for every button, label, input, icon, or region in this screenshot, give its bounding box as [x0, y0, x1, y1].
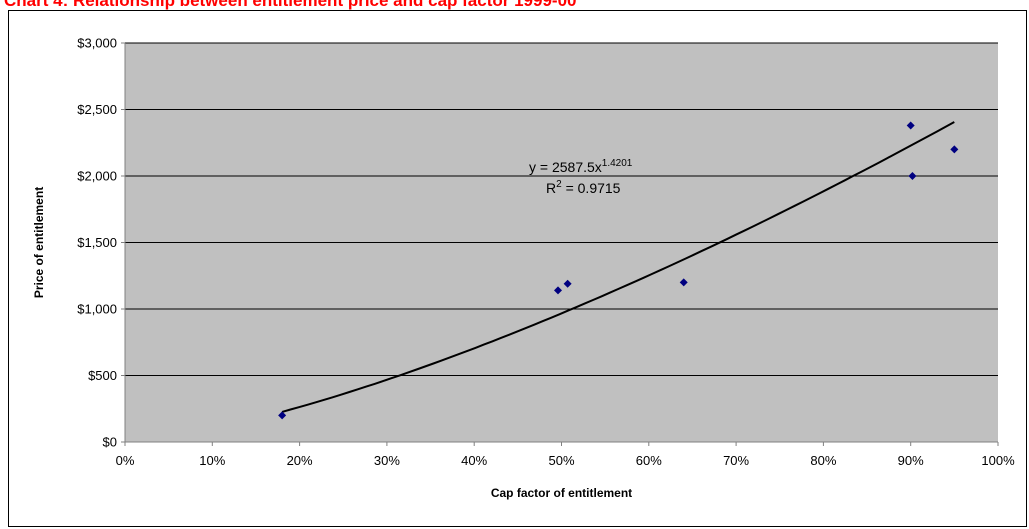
x-tick-label-4: 40%	[461, 453, 487, 468]
x-tick-label-5: 50%	[548, 453, 574, 468]
y-tick-label-0: $0	[103, 435, 117, 450]
data-point-3	[679, 278, 688, 287]
data-point-2	[563, 279, 572, 288]
data-point-4	[906, 121, 915, 130]
data-point-0	[278, 411, 287, 420]
chart-title: Chart 4: Relationship between entitlemen…	[4, 0, 577, 10]
x-tick-labels: 0% 10% 20% 30% 40% 50% 60% 70% 80% 90% 100%	[116, 453, 1015, 468]
data-point-6	[950, 145, 959, 154]
axes	[121, 42, 999, 446]
y-tick-label-1: $500	[88, 368, 117, 383]
x-tick-label-8: 80%	[810, 453, 836, 468]
trendline	[281, 121, 955, 413]
x-tick-label-2: 20%	[287, 453, 313, 468]
trendline-equation: y = 2587.5x1.4201	[529, 158, 633, 175]
scatter-chart: $0 $500 $1,000 $1,500 $2,000 $2,500 $3,000 0% 1…	[32, 36, 1015, 501]
data-point-5	[908, 172, 917, 180]
y-tick-label-4: $2,000	[77, 169, 117, 184]
x-tick-label-9: 90%	[898, 453, 924, 468]
data-points	[278, 121, 959, 420]
x-tick-label-1: 10%	[199, 453, 225, 468]
y-tick-labels: $0 $500 $1,000 $1,500 $2,000 $2,500 $3,000	[77, 36, 117, 450]
x-tick-label-7: 70%	[723, 453, 749, 468]
y-tick-label-3: $1,500	[77, 235, 117, 250]
x-axis-label: Cap factor of entitlement	[491, 486, 632, 500]
trendline-r-squared: R2 = 0.9715	[546, 179, 621, 196]
gridlines	[125, 42, 998, 376]
data-point-1	[554, 286, 563, 295]
y-axis-label: Price of entitlement	[32, 187, 46, 298]
y-tick-label-6: $3,000	[77, 36, 117, 51]
y-tick-label-2: $1,000	[77, 302, 117, 317]
x-tick-label-6: 60%	[636, 453, 662, 468]
x-tick-label-3: 30%	[374, 453, 400, 468]
x-tick-label-10: 100%	[981, 453, 1015, 468]
chart-frame: $0 $500 $1,000 $1,500 $2,000 $2,500 $3,000 0% 1…	[8, 10, 1027, 527]
y-tick-label-5: $2,500	[77, 102, 117, 117]
x-tick-label-0: 0%	[116, 453, 135, 468]
